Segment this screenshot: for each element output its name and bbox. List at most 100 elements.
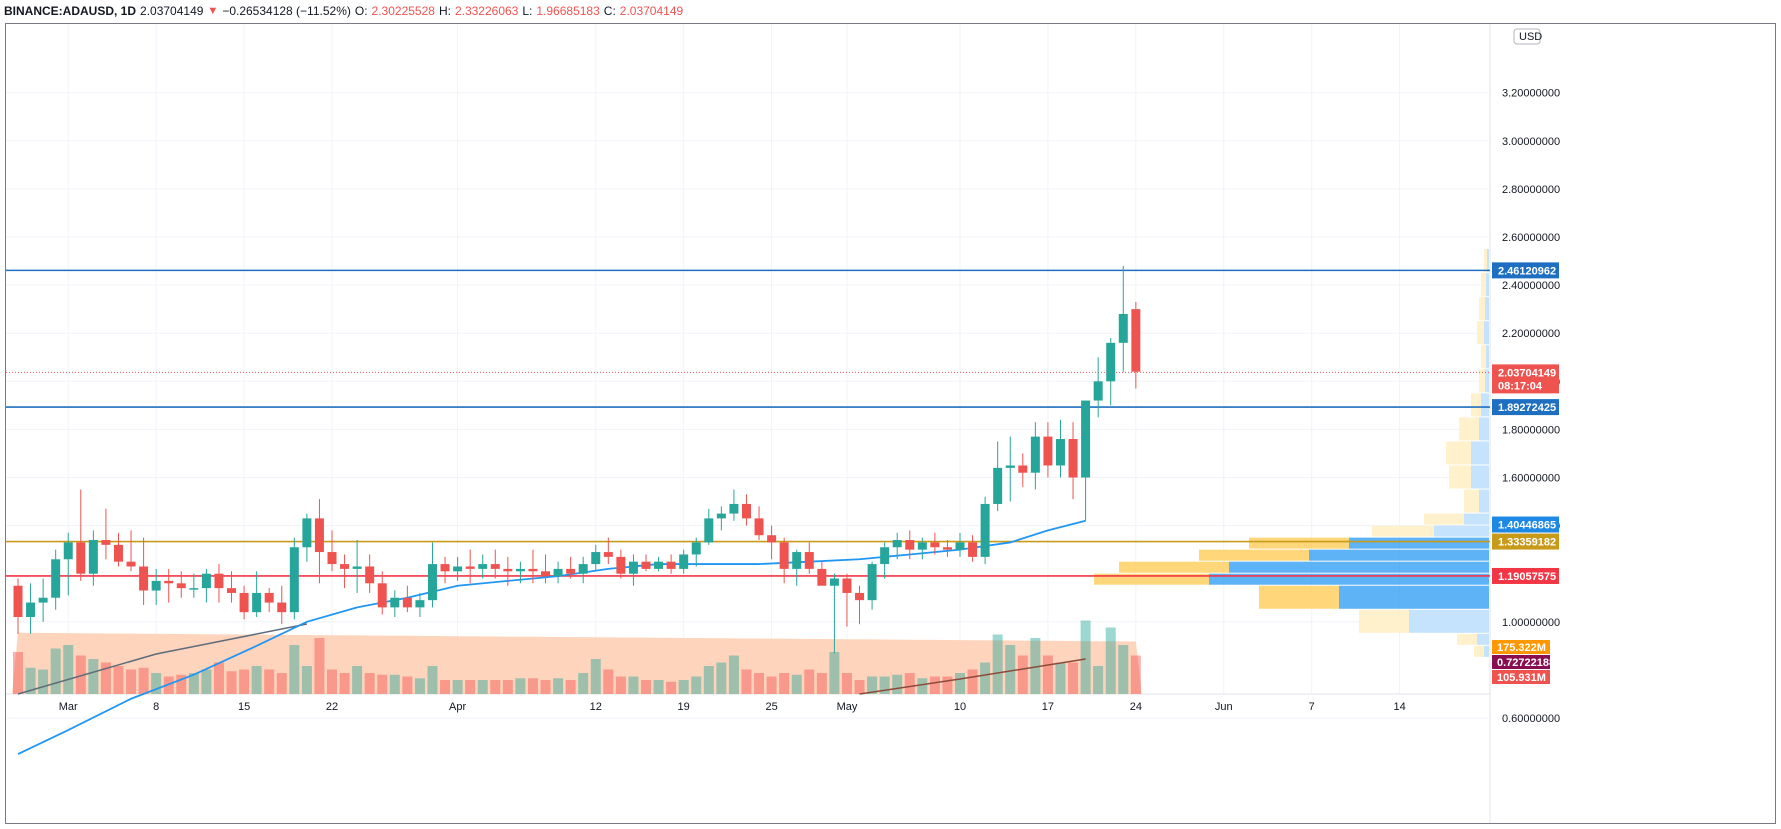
price-tick-label: 2.20000000 [1502,328,1560,340]
time-tick-label: 22 [326,701,338,713]
volume-bar [942,676,953,694]
volume-profile-buy [1409,609,1489,633]
level-price-tag [1492,262,1559,279]
volume-bar [100,662,111,694]
candle-body [139,566,149,591]
time-tick-label: Jun [1215,701,1233,713]
candle-body [515,568,525,572]
candle-body [365,566,375,584]
volume-bar [904,673,915,694]
volume-bar [1093,666,1104,694]
high-label: H: [438,4,451,18]
volume-profile-buy [1484,645,1489,657]
time-tick-label: 14 [1393,701,1405,713]
candle-body [528,568,538,572]
level-price-tag-label: 1.40446865 [1498,520,1556,532]
volume-bar [553,678,564,694]
volume-bar [377,674,388,694]
price-tick-label: 0.60000000 [1502,713,1560,725]
candle-body [126,561,136,567]
candle-body [176,583,186,589]
candle-body [327,552,337,565]
candle-body [716,513,726,519]
volume-bar [929,676,940,694]
price-tick-label: 3.00000000 [1502,136,1560,148]
countdown-label: 08:17:04 [1498,380,1543,392]
candle-body [453,566,463,572]
volume-bar [515,678,526,694]
volume-bar [389,674,400,694]
candle-body [654,561,664,569]
volume-bar [955,673,965,694]
volume-profile-sell [1119,561,1229,573]
time-tick-label: 12 [590,701,602,713]
candle-body [1131,309,1141,372]
chart-pane[interactable]: 3.20000000 3.00000000 2.80000000 2.60000000… [5,23,1776,824]
volume-bar [226,671,237,694]
candle-body [917,542,927,550]
candle-body [76,542,86,574]
volume-profile-buy [1486,273,1489,297]
volume-bar [176,674,187,694]
candle-body [641,561,651,569]
volume-bar [1005,645,1016,694]
time-tick-label: 17 [1042,701,1054,713]
change-value: −0.26534128 (−11.52%) [222,4,351,18]
volume-profile-buy [1209,573,1489,585]
candle-body [892,540,902,548]
candle-body [478,564,488,569]
volume-indicator-line-right [859,658,1086,695]
volume-bar [88,659,99,694]
volume-value-tag [1492,670,1550,684]
volume-bar [113,666,124,694]
volume-profile-buy [1477,633,1489,645]
candle-body [503,568,513,572]
volume-bar [527,678,538,694]
volume-bar [980,662,991,694]
low-label: L: [522,4,533,18]
volume-bar [766,676,777,694]
volume-bar [427,666,438,694]
volume-profile-buy [1485,297,1489,321]
time-tick-label: 15 [238,701,250,713]
low-value: 1.96685183 [536,4,600,18]
candle-body [867,564,877,601]
candle-body [340,564,350,569]
volume-profile-sell [1249,537,1349,549]
volume-bar [440,680,451,694]
volume-bar [213,662,224,694]
candle-body [817,568,827,586]
level-price-tag [1492,533,1559,550]
volume-bar [666,681,677,694]
candle-body [402,597,412,608]
time-tick-label: Apr [449,701,466,713]
volume-bar [301,666,312,694]
volume-profile-sell [1477,321,1484,345]
price-chart[interactable]: 3.20000000 3.00000000 2.80000000 2.60000000… [6,24,1775,823]
candle-body [1018,465,1028,473]
volume-profile-buy [1484,321,1489,345]
candle-body [566,568,576,574]
price-tick-label: 2.80000000 [1502,184,1560,196]
volume-bar [716,662,727,694]
volume-profile-sell [1446,441,1471,465]
volume-profile-buy [1486,345,1489,369]
volume-indicator-line-left [17,623,308,695]
volume-bar [540,680,551,694]
candle-body [578,564,588,574]
volume-profile-sell [1471,393,1481,417]
volume-bar [967,669,978,694]
level-price-tag-label: 1.33359182 [1498,537,1556,549]
volume-bar [816,673,827,694]
candle-body [767,535,777,543]
candle-body [214,573,224,589]
candle-body [541,571,551,577]
volume-bar [1105,627,1116,694]
candle-body [741,503,751,519]
volume-value-tag-label: 0.72722188 [1497,657,1555,669]
volume-bar [289,645,300,694]
candle-body [955,542,965,550]
candle-body [465,566,475,569]
candle-body [616,556,626,574]
volume-profile-sell [1479,297,1485,321]
